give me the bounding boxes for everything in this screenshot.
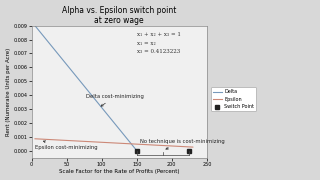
X-axis label: Scale Factor for the Rate of Profits (Percent): Scale Factor for the Rate of Profits (Pe…: [59, 169, 180, 174]
Text: Epsilon cost-minimizing: Epsilon cost-minimizing: [35, 141, 98, 150]
Legend: Delta, Epsilon, Switch Point: Delta, Epsilon, Switch Point: [211, 87, 256, 111]
Switch Point: [135, 149, 139, 152]
Text: Delta cost-minimizing: Delta cost-minimizing: [86, 94, 144, 106]
Text: x₁ + x₂ + x₃ = 1
x₁ = x₂
x₃ = 0.4123223: x₁ + x₂ + x₃ = 1 x₁ = x₂ x₃ = 0.4123223: [137, 32, 180, 54]
Y-axis label: Rent (Numeraire Units per Acre): Rent (Numeraire Units per Acre): [5, 48, 11, 136]
Title: Alpha vs. Epsilon switch point
at zero wage: Alpha vs. Epsilon switch point at zero w…: [62, 6, 176, 25]
Text: No technique is cost-minimizing: No technique is cost-minimizing: [140, 139, 225, 149]
Switch Point: [188, 149, 191, 152]
Line: Switch Point: Switch Point: [135, 149, 191, 152]
